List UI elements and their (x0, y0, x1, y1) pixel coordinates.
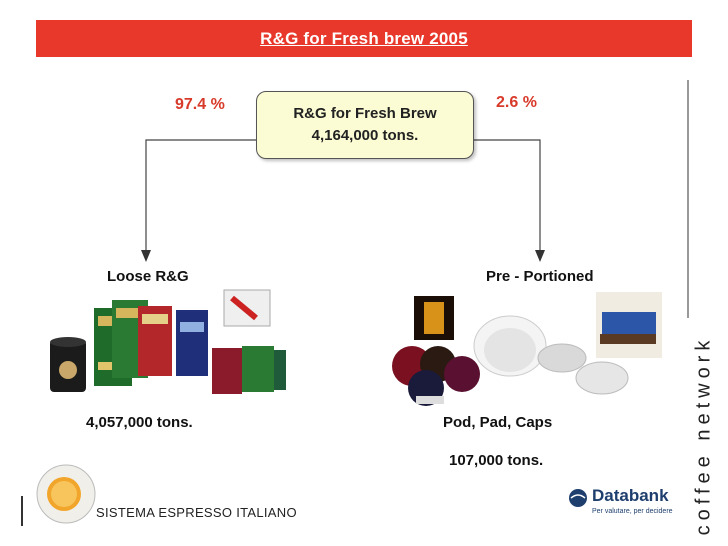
databank-tagline: Per valutare, per decidere (592, 508, 673, 515)
databank-name: Databank (592, 486, 669, 506)
pre-portioned-sublabel: Pod, Pad, Caps (443, 414, 552, 431)
pod-pad-caps-image (386, 292, 666, 412)
loose-rg-label: Loose R&G (107, 268, 189, 285)
left-connector-line (146, 140, 256, 252)
total-node: R&G for Fresh Brew 4,164,000 tons. (256, 91, 474, 159)
pre-portioned-label: Pre - Portioned (486, 268, 594, 285)
total-node-amount: 4,164,000 tons. (312, 125, 419, 147)
right-arrow-head (535, 250, 545, 262)
databank-logo: Databank Per valutare, per decidere (568, 480, 678, 520)
right-connector-line (472, 140, 540, 252)
loose-rg-amount: 4,057,000 tons. (86, 414, 193, 431)
databank-globe-icon (568, 488, 588, 508)
total-node-title: R&G for Fresh Brew (293, 103, 436, 125)
pre-portioned-amount: 107,000 tons. (449, 452, 543, 469)
coffee-network-brand: coffee network (690, 340, 718, 530)
left-percent: 97.4 % (175, 96, 225, 114)
loose-coffee-products-image (46, 288, 286, 398)
left-arrow-head (141, 250, 151, 262)
coffee-network-text: coffee network (693, 335, 716, 535)
sei-name: SISTEMA ESPRESSO ITALIANO (96, 505, 297, 520)
right-percent: 2.6 % (496, 94, 537, 112)
sei-logo (34, 462, 98, 526)
